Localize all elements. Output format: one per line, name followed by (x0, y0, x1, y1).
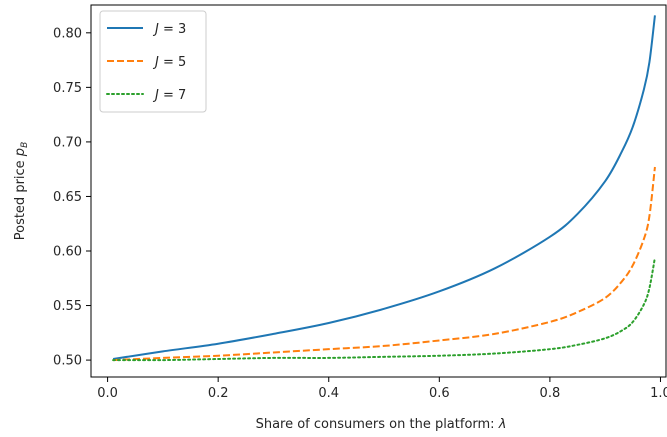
x-tick-label: 0.6 (429, 386, 450, 401)
legend-items: J = 3 J = 5 J = 7 (106, 22, 186, 103)
legend: J = 3 J = 5 J = 7 (99, 10, 207, 113)
x-tick-label: 0.0 (97, 386, 118, 401)
series-line-1 (112, 15, 656, 360)
series-line-2 (113, 166, 656, 362)
y-axis-label: Posted price pB (13, 142, 30, 241)
plot-frame (90, 4, 667, 378)
legend-label-1: J = 3 (152, 22, 186, 37)
x-tick-label: 0.4 (318, 386, 339, 401)
y-tick-label: 0.70 (53, 135, 82, 150)
x-axis-ticks: 0.0 0.2 0.4 0.6 0.8 1.0 (97, 377, 667, 401)
x-axis-label: Share of consumers on the platform: λ (256, 417, 507, 432)
y-tick-label: 0.60 (53, 245, 82, 260)
x-tick-label: 0.2 (208, 386, 229, 401)
legend-label-3: J = 7 (152, 88, 186, 103)
y-tick-label: 0.55 (53, 299, 82, 314)
y-tick-label: 0.75 (53, 81, 82, 96)
x-tick-label: 1.0 (650, 386, 667, 401)
legend-box (99, 10, 207, 113)
y-tick-label: 0.65 (53, 190, 82, 205)
series-line-3 (112, 256, 656, 362)
legend-label-2: J = 5 (152, 55, 186, 70)
y-axis-ticks: 0.50 0.55 0.60 0.65 0.70 0.75 0.80 (53, 26, 91, 369)
y-tick-label: 0.50 (53, 354, 82, 369)
x-tick-label: 0.8 (540, 386, 561, 401)
y-tick-label: 0.80 (53, 26, 82, 41)
series-layer (112, 15, 656, 362)
